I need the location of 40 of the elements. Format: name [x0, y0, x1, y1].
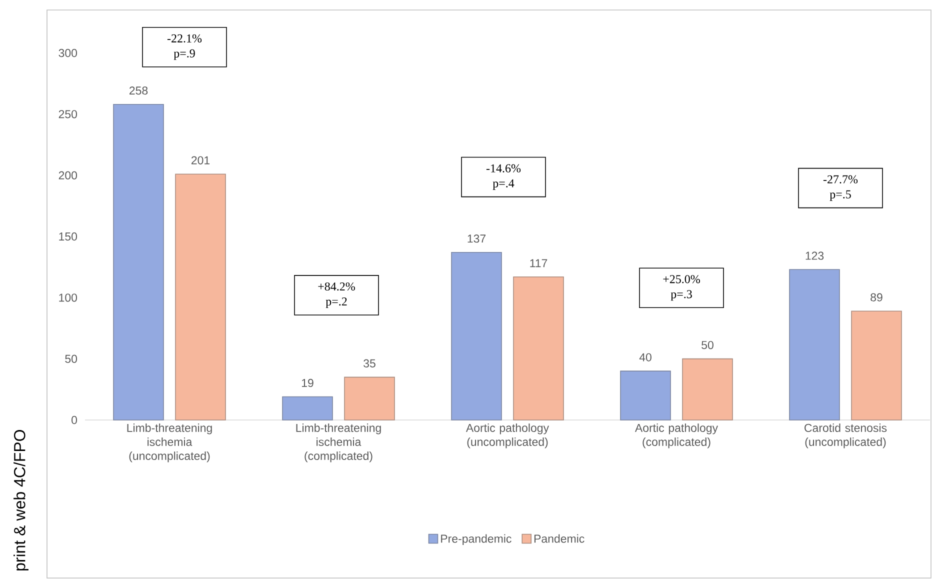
annotation: -14.6% p=.4 [486, 164, 521, 190]
y-tick-label: 250 [58, 110, 78, 118]
annotation: -22.1% p=.9 [167, 34, 202, 60]
data-label: 117 [530, 259, 548, 268]
y-tick-label: 100 [59, 294, 78, 302]
data-label: 89 [870, 293, 882, 302]
bar [851, 310, 902, 420]
bar [682, 358, 733, 420]
data-label: 35 [364, 359, 376, 368]
x-tick-label: Carotid stenosis (uncomplicated) [804, 424, 887, 448]
data-label: 50 [702, 340, 714, 350]
x-tick-label: Limb-threatening ischemia (complicated) [296, 424, 381, 462]
legend-label: Pandemic [534, 534, 584, 543]
annotation: +84.2% p=.2 [318, 282, 355, 308]
text: print & web 4C/FPO [14, 430, 28, 570]
bar [620, 370, 671, 420]
bar [282, 396, 333, 420]
legend-label: Pre-pandemic [441, 534, 512, 546]
x-tick-label: Aortic pathology (uncomplicated) [466, 424, 550, 448]
data-label: 40 [639, 353, 652, 362]
y-tick-label: 300 [58, 48, 78, 58]
bar [344, 376, 395, 420]
y-tick-label: 200 [58, 171, 78, 180]
data-label: 258 [129, 86, 148, 95]
y-tick-label: 0 [72, 416, 78, 424]
y-tick-label: 50 [65, 354, 78, 363]
bar [451, 252, 502, 420]
y-tick-label: 150 [59, 232, 78, 241]
annotation: +25.0% p=.3 [663, 275, 700, 301]
x-tick-label: Aortic pathology (complicated) [634, 424, 718, 448]
data-label: 123 [806, 252, 824, 260]
x-tick-label: Limb-threatening ischemia (uncomplicated) [127, 424, 212, 462]
data-label: 137 [468, 234, 486, 243]
bar [789, 269, 840, 420]
bar [513, 276, 564, 420]
data-label: 19 [302, 378, 314, 388]
bar [113, 104, 164, 420]
bar [175, 174, 226, 420]
annotation: -27.7% p=.5 [823, 175, 858, 201]
data-label: 201 [191, 156, 210, 164]
